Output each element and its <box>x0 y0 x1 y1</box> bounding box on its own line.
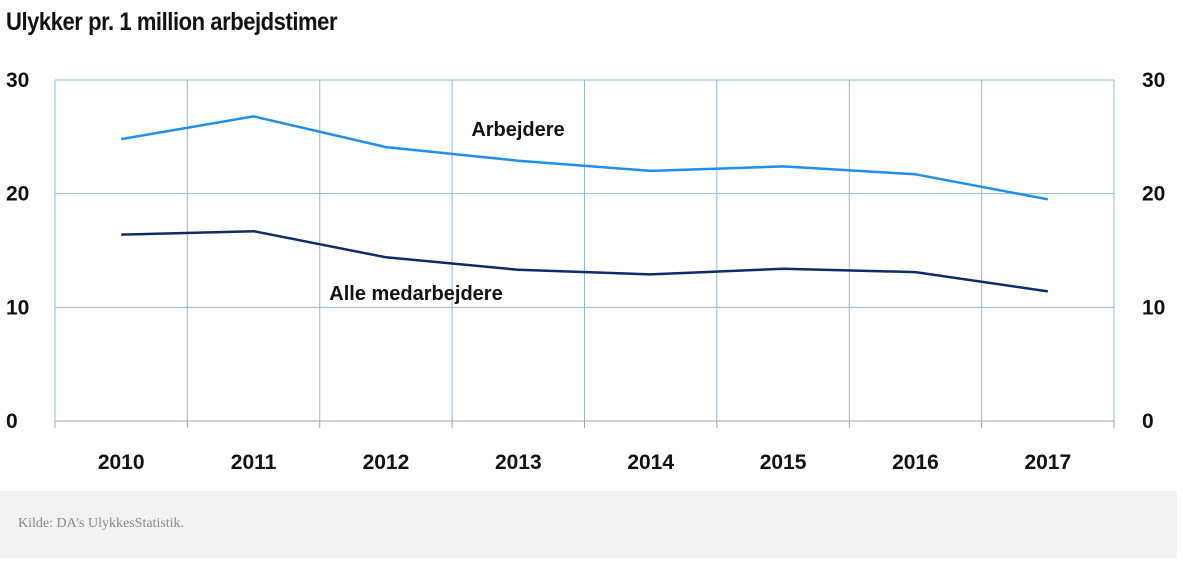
x-tick-label: 2013 <box>495 451 542 474</box>
x-tick-label: 2014 <box>627 451 674 474</box>
y-tick-label-left: 0 <box>6 410 18 433</box>
y-tick-label-left: 20 <box>6 183 29 206</box>
series-label-2: Alle medarbejdere <box>329 283 502 305</box>
y-tick-label-left: 30 <box>6 69 29 92</box>
y-axis-right: 0 10 20 30 <box>1142 69 1165 433</box>
series-label-1: Arbejdere <box>471 119 564 141</box>
series-line-2 <box>121 229 1048 293</box>
y-tick-label-right: 20 <box>1142 183 1165 206</box>
chart-grid <box>54 79 1115 428</box>
chart-title: Ulykker pr. 1 million arbejdstimer <box>6 8 338 36</box>
x-tick-label: 2017 <box>1024 451 1071 474</box>
x-tick-label: 2015 <box>760 451 807 474</box>
series-lines <box>120 115 1049 293</box>
x-axis: 2010 2011 2012 2013 2014 2015 2016 2017 <box>98 451 1071 474</box>
y-tick-label-right: 0 <box>1142 410 1154 433</box>
series-line-1 <box>120 115 1049 201</box>
y-tick-label-left: 10 <box>6 296 29 319</box>
y-tick-label-right: 30 <box>1142 69 1165 92</box>
line-chart: 0 10 20 30 0 10 20 30 2010 2011 2012 2013 2014 2015… <box>6 69 1165 474</box>
x-tick-label: 2016 <box>892 451 939 474</box>
y-axis-left: 0 10 20 30 <box>6 69 29 433</box>
x-tick-label: 2010 <box>98 451 145 474</box>
x-tick-label: 2012 <box>363 451 410 474</box>
footer: Kilde: DA’s UlykkesStatistik. <box>0 491 1177 558</box>
y-tick-label-right: 10 <box>1142 296 1165 319</box>
series-labels: Arbejdere Alle medarbejdere <box>329 119 564 305</box>
x-tick-label: 2011 <box>231 451 277 474</box>
source-note: Kilde: DA’s UlykkesStatistik. <box>18 516 185 531</box>
